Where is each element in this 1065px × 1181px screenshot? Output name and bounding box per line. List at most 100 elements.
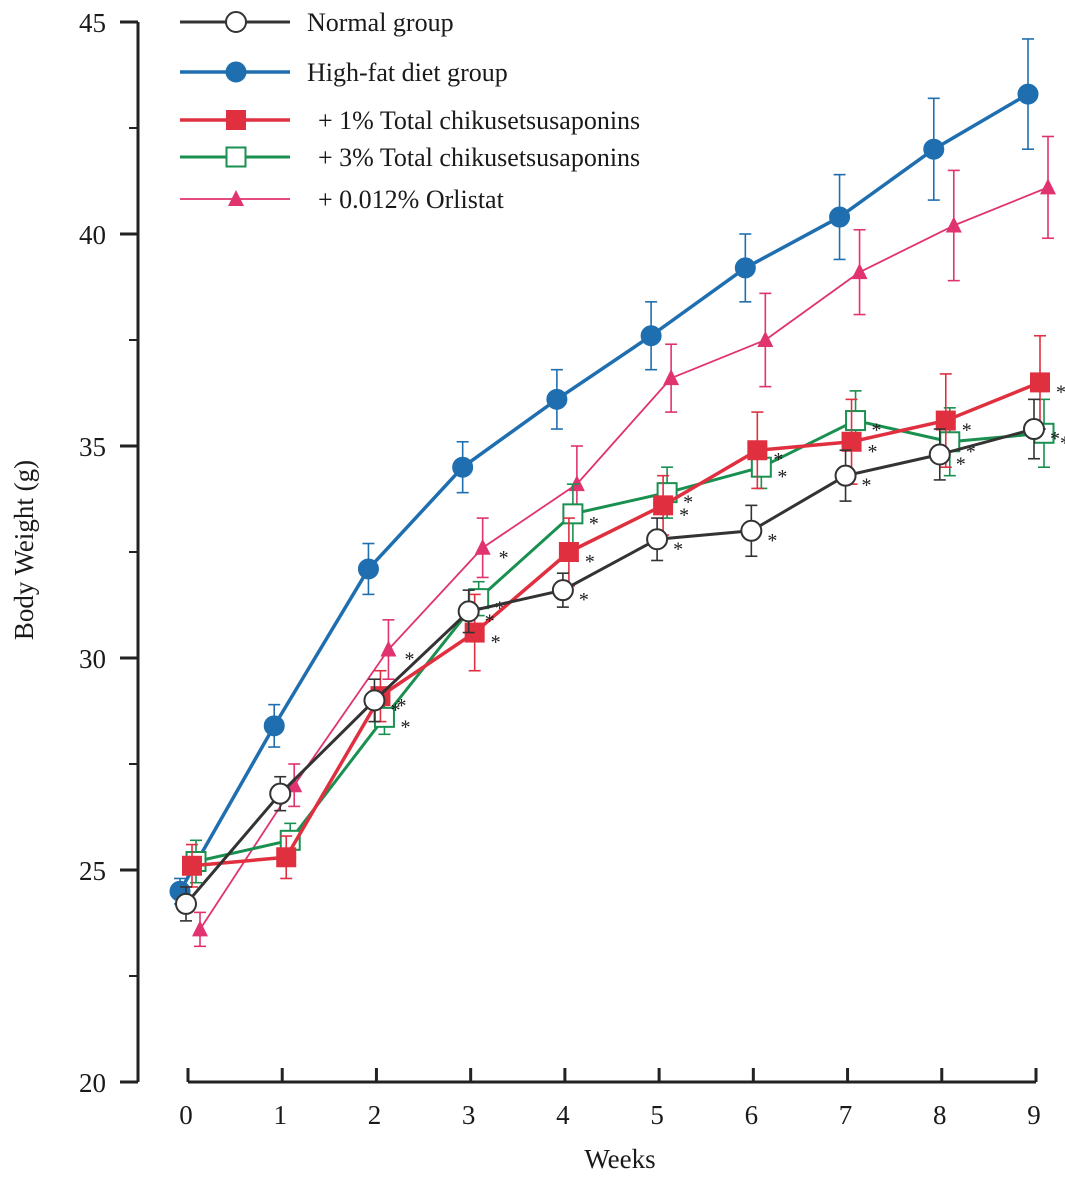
data-point-normal <box>1024 419 1044 439</box>
data-point-tcs3 <box>752 458 771 477</box>
data-point-normal <box>364 690 384 710</box>
data-point-hfd <box>358 559 378 579</box>
significance-star: * <box>679 504 689 526</box>
series-line-normal <box>186 429 1034 904</box>
data-point-tcs1 <box>276 847 296 867</box>
x-tick-label: 6 <box>745 1100 759 1130</box>
y-tick-label: 45 <box>79 8 106 38</box>
data-point-tcs3 <box>846 411 865 430</box>
data-point-hfd <box>924 139 944 159</box>
significance-star: * <box>868 441 878 463</box>
x-tick-label: 8 <box>933 1100 947 1130</box>
significance-star: * <box>1060 432 1065 454</box>
x-tick-label: 3 <box>462 1100 476 1130</box>
series-normal: ******** <box>176 399 1060 921</box>
x-tick-label: 7 <box>839 1100 853 1130</box>
legend-marker-normal <box>226 12 246 32</box>
legend-label: High-fat diet group <box>307 58 508 87</box>
significance-star: * <box>589 513 599 535</box>
significance-star: * <box>579 589 589 611</box>
x-tick-label: 4 <box>556 1100 570 1130</box>
data-point-tcs1 <box>842 432 862 452</box>
x-axis-title: Weeks <box>584 1144 655 1174</box>
legend-entry-hfd: High-fat diet group <box>180 58 508 87</box>
series-line-tcs1 <box>192 382 1040 865</box>
significance-star: * <box>585 551 595 573</box>
significance-star: * <box>1050 428 1060 450</box>
data-point-tcs1 <box>182 856 202 876</box>
data-point-tcs1 <box>1030 372 1050 392</box>
significance-star: * <box>862 475 872 497</box>
data-point-normal <box>553 580 573 600</box>
data-point-orlistat <box>946 217 962 233</box>
data-point-hfd <box>1018 84 1038 104</box>
significance-star: * <box>390 699 400 721</box>
significance-star: * <box>767 530 777 552</box>
legend-entry-tcs1: + 1% Total chikusetsusaponins <box>180 106 640 135</box>
series-orlistat: ** <box>192 136 1056 946</box>
legend-entry-tcs3: + 3% Total chikusetsusaponins <box>180 143 640 172</box>
x-tick-label: 0 <box>179 1100 193 1130</box>
y-tick-label: 20 <box>79 1068 106 1098</box>
y-tick-label: 40 <box>79 220 106 250</box>
significance-star: * <box>962 420 972 442</box>
data-point-tcs1 <box>653 495 673 515</box>
data-point-orlistat <box>852 263 868 279</box>
data-point-normal <box>270 784 290 804</box>
significance-star: * <box>1056 381 1065 403</box>
data-point-normal <box>459 601 479 621</box>
legend-marker-tcs3 <box>227 148 246 167</box>
x-tick-label: 5 <box>650 1100 664 1130</box>
series-layer: ************************** <box>170 39 1065 946</box>
data-point-orlistat <box>663 369 679 385</box>
data-point-tcs1 <box>559 542 579 562</box>
data-point-hfd <box>547 389 567 409</box>
data-point-hfd <box>453 457 473 477</box>
data-point-normal <box>176 894 196 914</box>
data-point-tcs1 <box>747 440 767 460</box>
series-line-hfd <box>180 94 1028 891</box>
data-point-hfd <box>735 258 755 278</box>
legend: Normal group High-fat diet group + 1% Tota… <box>180 8 640 214</box>
data-point-normal <box>741 521 761 541</box>
series-tcs1: ******** <box>182 336 1065 887</box>
significance-star: * <box>400 716 410 738</box>
significance-star: * <box>956 453 966 475</box>
data-point-hfd <box>641 326 661 346</box>
data-point-orlistat <box>475 539 491 555</box>
legend-label: + 0.012% Orlistat <box>318 185 505 214</box>
data-point-orlistat <box>192 920 208 936</box>
x-tick-label: 9 <box>1027 1100 1041 1130</box>
legend-marker-hfd <box>226 62 246 82</box>
data-point-normal <box>836 466 856 486</box>
legend-label: + 1% Total chikusetsusaponins <box>318 106 640 135</box>
y-axis-title: Body Weight (g) <box>9 460 39 640</box>
series-tcs3: ******** <box>187 391 1065 883</box>
significance-star: * <box>491 632 501 654</box>
x-tick-label: 2 <box>368 1100 382 1130</box>
data-point-hfd <box>830 207 850 227</box>
data-point-tcs1 <box>936 411 956 431</box>
significance-star: * <box>673 538 683 560</box>
significance-star: * <box>773 449 783 471</box>
data-point-hfd <box>264 716 284 736</box>
significance-star: * <box>499 547 509 569</box>
data-point-normal <box>647 529 667 549</box>
significance-star: * <box>485 610 495 632</box>
legend-marker-tcs1 <box>226 110 246 130</box>
legend-entry-normal: Normal group <box>180 8 454 37</box>
data-point-normal <box>930 444 950 464</box>
x-tick-label: 1 <box>273 1100 287 1130</box>
y-tick-label: 35 <box>79 432 106 462</box>
y-tick-label: 30 <box>79 644 106 674</box>
legend-marker-orlistat <box>228 190 244 206</box>
legend-label: Normal group <box>307 8 454 37</box>
data-point-tcs3 <box>563 504 582 523</box>
legend-entry-orlistat: + 0.012% Orlistat <box>180 185 505 214</box>
legend-label: + 3% Total chikusetsusaponins <box>318 143 640 172</box>
data-point-orlistat <box>1040 178 1056 194</box>
y-tick-label: 25 <box>79 856 106 886</box>
data-point-orlistat <box>757 331 773 347</box>
